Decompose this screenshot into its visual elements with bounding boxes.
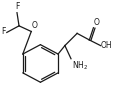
Text: OH: OH xyxy=(100,41,112,50)
Text: NH$_2$: NH$_2$ xyxy=(71,60,87,72)
Text: O: O xyxy=(93,18,99,27)
Text: F: F xyxy=(15,2,19,11)
Text: O: O xyxy=(32,21,37,30)
Text: F: F xyxy=(1,27,5,36)
